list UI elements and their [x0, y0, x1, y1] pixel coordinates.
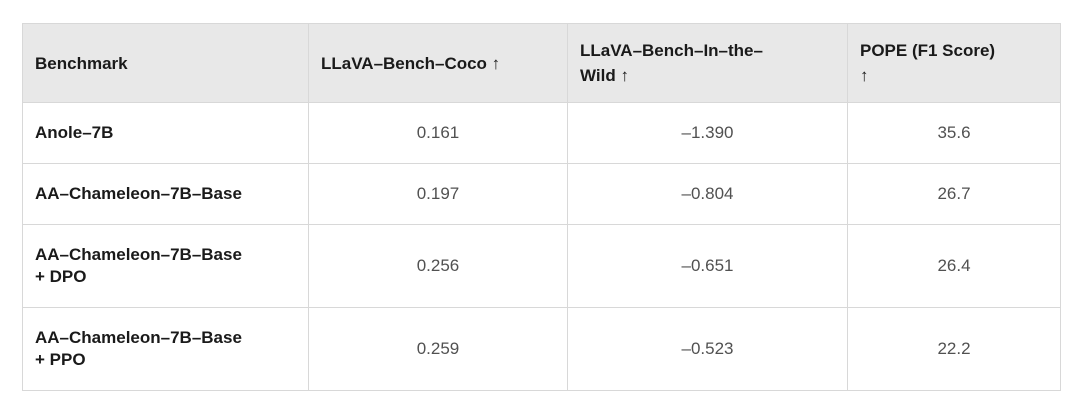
table-row-aa-chameleon-7b-base-ppo: AA–Chameleon–7B–Base + PPO 0.259 –0.523 …: [22, 307, 1061, 391]
table-row-anole-7b: Anole–7B 0.161 –1.390 35.6: [22, 102, 1061, 164]
row-name: Anole–7B: [22, 102, 309, 164]
header-row: Benchmark LLaVA–Bench–Coco ↑ LLaVA–Bench…: [22, 23, 1061, 103]
cell-value: 0.197: [308, 163, 568, 225]
col-header-llava-bench-coco: LLaVA–Bench–Coco ↑: [308, 23, 568, 103]
row-name: AA–Chameleon–7B–Base + PPO: [22, 307, 309, 391]
cell-value: 0.161: [308, 102, 568, 164]
row-name: AA–Chameleon–7B–Base + DPO: [22, 224, 309, 308]
cell-value: 0.259: [308, 307, 568, 391]
benchmark-table: Benchmark LLaVA–Bench–Coco ↑ LLaVA–Bench…: [22, 23, 1061, 391]
row-name: AA–Chameleon–7B–Base: [22, 163, 309, 225]
col-header-benchmark: Benchmark: [22, 23, 309, 103]
cell-value: 35.6: [847, 102, 1061, 164]
cell-value: 26.7: [847, 163, 1061, 225]
cell-value: 0.256: [308, 224, 568, 308]
cell-value: 26.4: [847, 224, 1061, 308]
cell-value: –1.390: [567, 102, 848, 164]
cell-value: –0.804: [567, 163, 848, 225]
cell-value: 22.2: [847, 307, 1061, 391]
cell-value: –0.523: [567, 307, 848, 391]
table-row-aa-chameleon-7b-base: AA–Chameleon–7B–Base 0.197 –0.804 26.7: [22, 163, 1061, 225]
table-row-aa-chameleon-7b-base-dpo: AA–Chameleon–7B–Base + DPO 0.256 –0.651 …: [22, 224, 1061, 308]
cell-value: –0.651: [567, 224, 848, 308]
col-header-llava-bench-in-the-wild: LLaVA–Bench–In–the– Wild ↑: [567, 23, 848, 103]
col-header-pope-f1-score: POPE (F1 Score) ↑: [847, 23, 1061, 103]
